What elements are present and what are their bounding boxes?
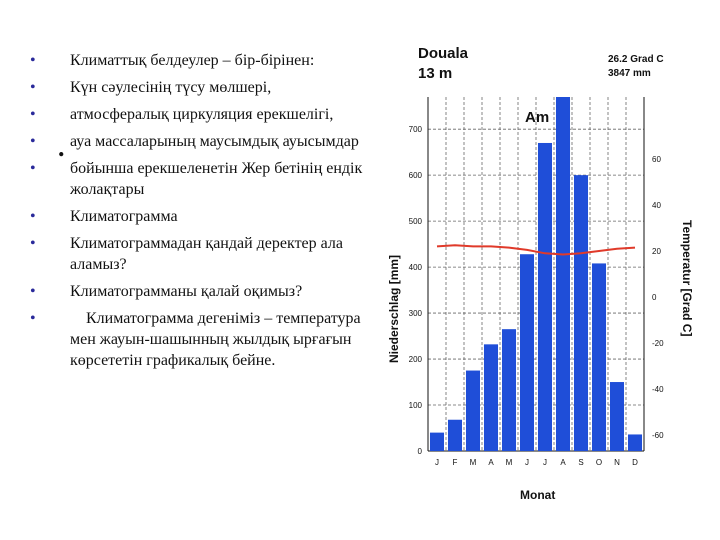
stray-mark: . [58,133,65,162]
precipitation-bar [483,344,499,451]
bullet-item: • Климатограмманы қалай оқимыз? [30,281,375,302]
x-axis-label: Monat [520,488,555,502]
x-tick-label: D [632,458,638,467]
precipitation-bar [609,382,625,451]
x-tick-label: A [488,458,494,467]
x-tick-label: M [470,458,477,467]
precipitation-bar [555,97,571,451]
temperature-series-line [436,244,636,256]
station-elevation: 13 m [418,65,452,82]
x-tick-label: O [596,458,602,467]
bullet-text: Климатограмма дегеніміз – температура ме… [70,310,365,369]
precipitation-bar [627,434,643,451]
y-tick-label: 300 [409,309,423,318]
bullet-text: Климатограммадан қандай деректер ала ала… [70,235,343,273]
precipitation-bar [573,175,589,452]
y2-tick-label: 20 [652,247,661,256]
x-tick-label: A [560,458,566,467]
precipitation-bar [537,142,553,451]
x-tick-label: J [435,458,439,467]
station-name: Douala [418,45,469,62]
bullet-dot: • [30,133,36,150]
precipitation-bars [429,97,643,452]
y-tick-label: 500 [409,217,423,226]
y2-tick-label: -20 [652,339,664,348]
x-tick-label: M [506,458,513,467]
y-tick-label: 700 [409,125,423,134]
bullet-dot: • [30,283,36,300]
precipitation-bar [447,419,463,451]
y2-tick-label: 60 [652,155,661,164]
y2-tick-label: -40 [652,385,664,394]
y2-tick-label: 0 [652,293,657,302]
y-tick-label: 100 [409,401,423,410]
y-axis-ticks: 0 100 200 300 400 500 600 700 [409,125,423,456]
precipitation-bar [465,370,481,451]
bullet-item: • ауа массаларының маусымдық ауысымдар [30,131,375,152]
grid [427,97,645,452]
precipitation-bar [501,329,517,451]
bullet-item: • Климатограммадан қандай деректер ала ал… [30,233,375,275]
climate-class: Am [525,109,549,126]
bullet-list: • Климаттық белдеулер – бір-бірінен: • Күн… [30,50,375,377]
bullet-text: бойынша ерекшеленетін Жер бетінің ендік … [70,160,363,198]
bullet-text: Климаттық белдеулер – бір-бірінен: [70,52,315,69]
bullet-text: Климатограмма [70,208,178,225]
y-tick-label: 400 [409,263,423,272]
bullet-dot: • [30,235,36,252]
bullet-item: • Күн сәулесінің түсу мөлшері, [30,77,375,98]
bullet-text: Климатограмманы қалай оқимыз? [70,283,303,300]
bullet-text: Күн сәулесінің түсу мөлшері, [70,79,272,96]
x-tick-label: F [453,458,458,467]
bullet-dot: • [30,79,36,96]
bullet-item: • Климатограмма [30,206,375,227]
bullet-item: • бойынша ерекшеленетін Жер бетінің ендік… [30,158,375,200]
x-tick-label: J [543,458,547,467]
y-tick-label: 200 [409,355,423,364]
mean-temperature: 26.2 Grad C [608,54,664,65]
bullet-item: • Климаттық белдеулер – бір-бірінен: [30,50,375,71]
precipitation-bar [519,254,535,451]
y2-axis-ticks: -60 -40 -20 0 20 40 60 [652,155,664,440]
y-tick-label: 600 [409,171,423,180]
temperature-line [436,244,636,256]
bullet-item: • атмосфералық циркуляция ерекшелігі, [30,104,375,125]
bullet-dot: • [30,52,36,69]
bullet-dot: • [30,310,36,327]
x-tick-label: J [525,458,529,467]
precipitation-bar [591,263,607,451]
climate-chart: Douala 13 m 26.2 Grad C 3847 mm Am 0 100 2… [387,45,694,502]
x-tick-label: N [614,458,620,467]
bullet-item: • Климатограмма дегеніміз – температура … [30,308,375,371]
bullet-text: ауа массаларының маусымдық ауысымдар [70,133,359,150]
y2-tick-label: -60 [652,431,664,440]
bullet-dot: • [30,208,36,225]
x-tick-label: S [578,458,583,467]
y2-tick-label: 40 [652,201,661,210]
bullet-dot: • [30,106,36,123]
bullet-dot: • [30,160,36,177]
precipitation-bar [429,432,445,451]
y2-axis-label: Temperatur [Grad C] [680,220,694,336]
annual-precipitation: 3847 mm [608,68,651,79]
y-tick-label: 0 [418,447,423,456]
bullet-text: атмосфералық циркуляция ерекшелігі, [70,106,334,123]
y-axis-label: Niederschlag [mm] [387,255,401,363]
